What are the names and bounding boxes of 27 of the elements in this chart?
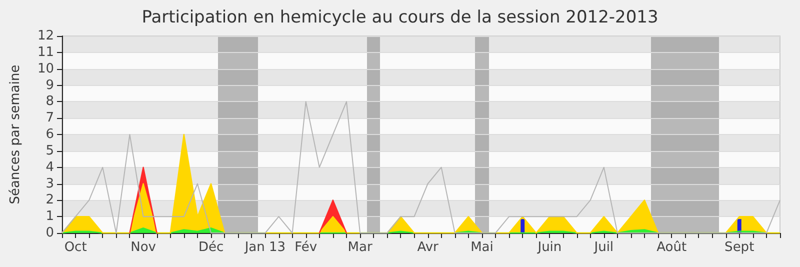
y-tick-label: 4 <box>46 160 54 175</box>
x-tick-label: Nov <box>130 240 156 255</box>
y-tick-label: 3 <box>46 176 54 192</box>
y-tick-label: 8 <box>46 94 54 110</box>
y-tick-label: 9 <box>46 78 54 93</box>
y-tick-label: 1 <box>46 209 54 224</box>
y-tick-label: 10 <box>37 61 54 76</box>
x-tick-label: Mai <box>470 240 494 255</box>
x-tick-label: Août <box>656 240 687 255</box>
x-tick-label: Fév <box>294 240 318 255</box>
y-tick-label: 5 <box>46 143 54 158</box>
y-tick-label: 0 <box>46 226 54 240</box>
x-tick-label: Juin <box>536 240 562 255</box>
chart-title: Participation en hemicycle au cours de la session 2012-2013 <box>142 8 658 28</box>
y-tick-label: 2 <box>46 192 54 208</box>
y-tick-label: 6 <box>46 127 54 142</box>
x-tick-label: Mar <box>348 240 373 255</box>
y-tick-label: 12 <box>37 28 54 44</box>
y-tick-label: 7 <box>46 110 54 126</box>
x-tick-label: Sept <box>724 240 754 255</box>
x-tick-label: Oct <box>64 240 87 255</box>
y-axis-title: Séances par semaine <box>8 64 23 204</box>
x-tick-label: Déc <box>198 240 224 255</box>
x-tick-label: Avr <box>417 240 440 255</box>
x-tick-label: Juil <box>593 240 614 255</box>
x-tick-label: Jan 13 <box>244 240 286 255</box>
y-tick-label: 11 <box>37 44 54 60</box>
